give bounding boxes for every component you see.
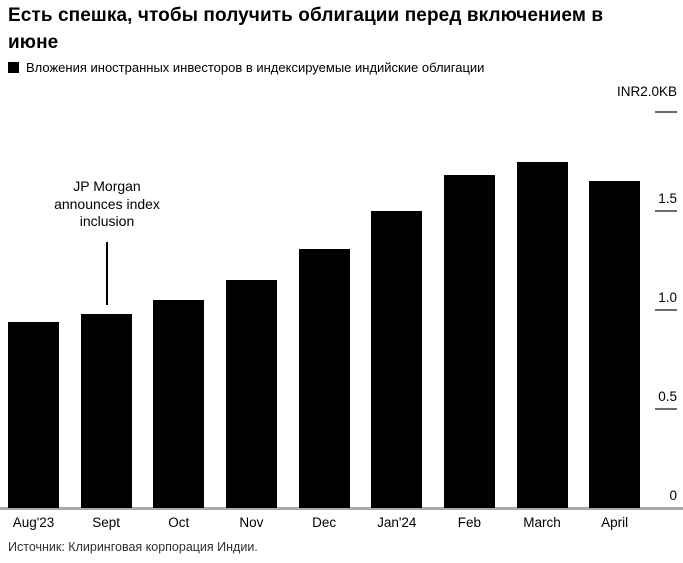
annotation-pointer-line (106, 242, 108, 305)
bar-Feb (443, 175, 495, 508)
y-axis-tick-label: 0 (669, 488, 677, 503)
y-axis-unit-label: INR2.0KB (616, 84, 677, 99)
chart-title-line1: Есть спешка, чтобы получить облигации пе… (8, 5, 604, 26)
bar-Dec (298, 248, 350, 508)
bar-Oct (153, 300, 205, 508)
bar-Sept (80, 313, 132, 508)
x-axis-label: March (523, 515, 561, 530)
y-axis-tick-line (655, 408, 677, 410)
x-axis-label: Jan'24 (377, 515, 417, 530)
x-axis-label: April (601, 515, 629, 530)
bar-Aug'23 (8, 321, 59, 508)
chart-title-line2: июне (8, 32, 59, 53)
x-axis-line (0, 507, 683, 510)
legend-label: Вложения иностранных инвесторов в индекс… (26, 60, 485, 75)
plot-area: JP Morgan announces index inclusion 1.5 1.0… (0, 111, 683, 530)
annotation-line: announces index (54, 195, 160, 212)
bar-April (589, 181, 641, 508)
x-axis-label: Oct (168, 515, 190, 530)
y-axis-tick-label: 0.5 (658, 389, 677, 404)
annotation-text: JP Morgan announces index inclusion (32, 178, 182, 231)
legend: Вложения иностранных инвесторов в индекс… (8, 60, 484, 75)
bar-March (516, 161, 568, 508)
annotation-line: inclusion (79, 213, 135, 229)
source-text: Источник: Клиринговая корпорация Индии. (8, 540, 258, 554)
y-axis-tick-line (655, 111, 677, 113)
y-axis-tick-label: 1.5 (658, 191, 677, 206)
bar-Nov (225, 280, 277, 508)
bar-Jan'24 (371, 211, 423, 508)
annotation-line: JP Morgan (73, 178, 141, 194)
x-axis-label: Feb (457, 515, 482, 530)
legend-swatch-icon (8, 62, 19, 73)
y-axis-tick-line (655, 309, 677, 311)
x-axis-label: Nov (239, 515, 264, 530)
y-axis-tick-label: 1.0 (658, 290, 677, 305)
x-axis-label: Sept (92, 515, 121, 530)
x-axis-label: Dec (312, 515, 337, 530)
x-axis-label: Aug'23 (12, 515, 55, 530)
chart-title: Есть спешка, чтобы получить облигации пе… (8, 2, 603, 56)
y-axis-tick-line (655, 210, 677, 212)
